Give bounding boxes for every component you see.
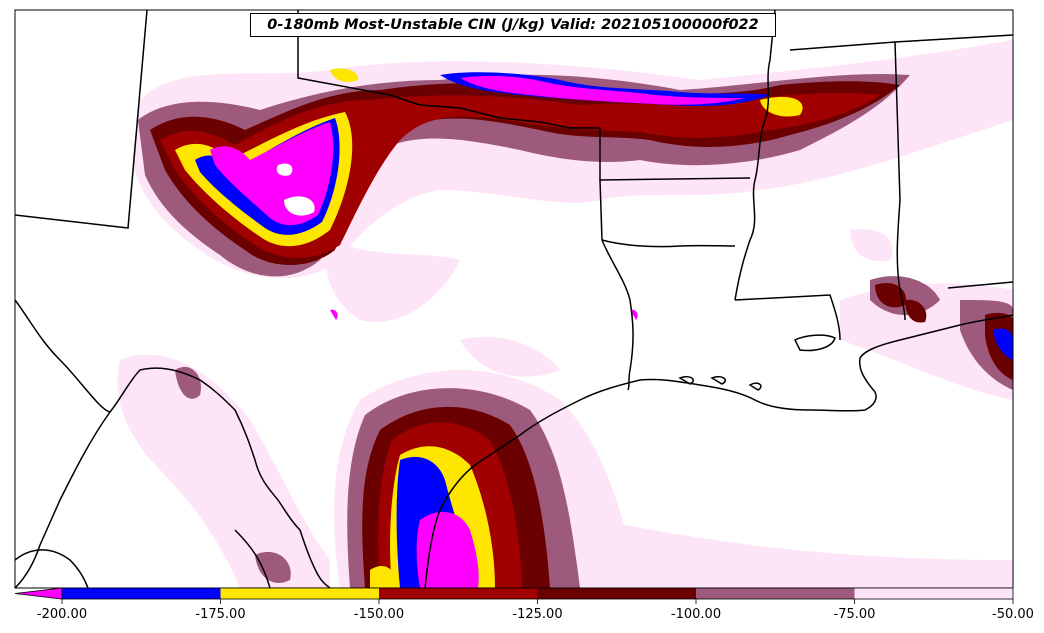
state-border-al-fl	[947, 281, 1013, 289]
state-border-ar-la	[601, 239, 736, 248]
intl-border-us-mexico	[15, 299, 331, 588]
state-border-ms-al	[894, 41, 906, 321]
cin-holes	[276, 163, 315, 216]
state-border-la-ms	[734, 294, 841, 341]
colorbar-tick-label: -50.00	[992, 607, 1034, 622]
cin-field	[117, 40, 1013, 588]
colorbar-tick-label: -150.00	[353, 607, 405, 622]
boundaries	[15, 10, 1013, 588]
colorbar-extend-triangle	[14, 587, 63, 600]
colorbar-segment	[854, 588, 1013, 599]
coastal-islands	[678, 375, 762, 391]
state-border-nm-ok-tx	[297, 10, 600, 129]
colorbar-segment	[537, 588, 696, 599]
colorbar	[14, 587, 1014, 604]
state-border-ms-tn	[789, 34, 1013, 51]
colorbar-segment	[379, 588, 538, 599]
colorbar-segment	[62, 588, 221, 599]
colorbar-tick-label: -75.00	[833, 607, 876, 622]
mexico-state-line	[15, 411, 111, 588]
colorbar-tick-label: -125.00	[512, 607, 563, 622]
state-border-az-nm	[15, 10, 148, 229]
colorbar-tick-label: -100.00	[670, 607, 722, 622]
state-border-tx-la	[599, 179, 634, 391]
mexico-state-line-2	[234, 529, 271, 588]
chart-title: 0-180mb Most-Unstable CIN (J/kg) Valid: …	[250, 13, 776, 37]
colorbar-tick-label: -175.00	[195, 607, 246, 622]
mexico-state-line-3	[15, 549, 89, 588]
lake-pontchartrain	[793, 334, 836, 352]
colorbar-segment	[696, 588, 855, 599]
river-border-ar-ms	[734, 10, 776, 301]
gulf-coastline	[424, 314, 1013, 588]
colorbar-segment	[220, 588, 379, 599]
colorbar-tick-label: -200.00	[36, 607, 88, 622]
